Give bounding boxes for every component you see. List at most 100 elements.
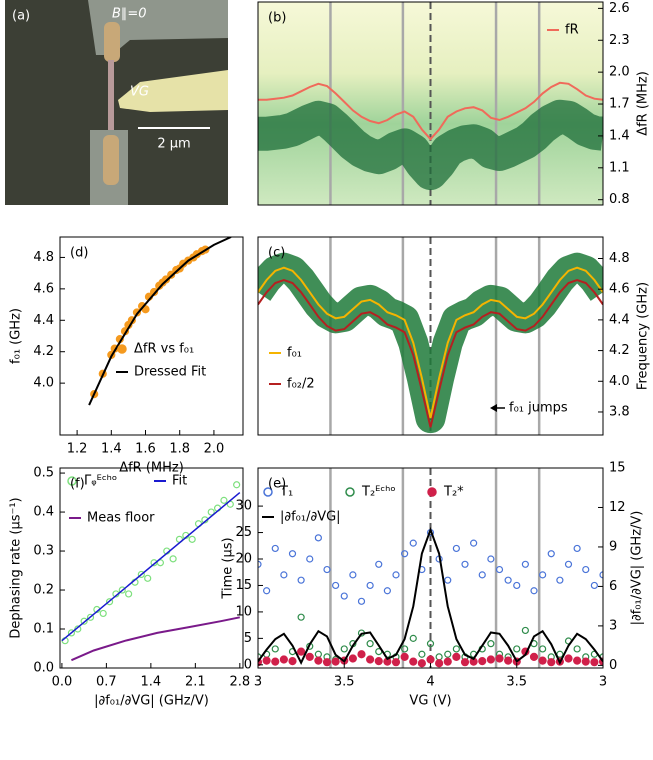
data-point bbox=[258, 560, 262, 568]
y-tick-label: 4.2 bbox=[609, 343, 630, 358]
data-point bbox=[547, 658, 556, 667]
data-point bbox=[564, 560, 573, 568]
plot-area bbox=[258, 237, 603, 435]
data-point bbox=[125, 590, 133, 598]
panel: fR 0.8 1.1 1.4 1.7 2.0 2.3 2.6 ΔfR (MHz) (b) bbox=[257, 1, 651, 207]
x-tick-label: 3.5 bbox=[506, 675, 527, 690]
data-point bbox=[564, 654, 573, 663]
y-tick-label: 20 bbox=[235, 552, 252, 567]
field-label: B∥=0 bbox=[112, 7, 147, 22]
plot-frame bbox=[59, 236, 244, 436]
y-tick-label: 4.4 bbox=[609, 312, 630, 327]
y-tick-label: 0.4 bbox=[33, 505, 54, 520]
plot-frame bbox=[257, 1, 604, 206]
data-point bbox=[443, 657, 452, 666]
data-point bbox=[383, 587, 391, 595]
y-tick-label: 0.8 bbox=[609, 192, 630, 207]
data-point bbox=[409, 657, 418, 666]
data-point bbox=[495, 565, 504, 574]
data-point bbox=[573, 645, 581, 653]
annotation: f₀₁ jumps bbox=[509, 401, 568, 416]
micrograph: (a) B∥=0 VG 2 μm bbox=[5, 0, 228, 205]
panel-label: (b) bbox=[268, 11, 286, 26]
y-tick-label: 4.0 bbox=[33, 376, 54, 391]
data-point bbox=[80, 617, 88, 625]
plot-area bbox=[88, 237, 232, 406]
data-point bbox=[486, 655, 495, 664]
y-axis-title: Time (μs) bbox=[221, 537, 236, 599]
y-tick-label: 1.7 bbox=[609, 97, 630, 112]
data-point bbox=[374, 657, 383, 666]
data-point bbox=[461, 560, 469, 568]
legend-label: Γᵩᴱᶜʰᵒ bbox=[84, 474, 117, 489]
data-point bbox=[391, 658, 401, 667]
legend-label: Fit bbox=[172, 474, 187, 489]
data-point bbox=[418, 650, 426, 658]
y-tick-label: 0.5 bbox=[33, 466, 54, 481]
data-point bbox=[487, 555, 495, 563]
data-point bbox=[161, 275, 171, 284]
side-gate bbox=[118, 70, 228, 112]
data-point bbox=[495, 654, 504, 663]
data-point bbox=[332, 581, 340, 590]
data-point bbox=[452, 652, 461, 661]
plot-frame bbox=[257, 236, 604, 436]
data-point bbox=[67, 629, 76, 637]
data-point bbox=[288, 657, 297, 666]
y-tick-label: 0.2 bbox=[33, 583, 54, 598]
data-point bbox=[279, 655, 288, 664]
data-point bbox=[366, 640, 374, 648]
y-tick-label: 3.8 bbox=[609, 404, 630, 419]
data-point bbox=[323, 565, 331, 574]
series-line bbox=[61, 492, 241, 642]
data-point bbox=[444, 576, 452, 584]
legend-label: f₀₂/2 bbox=[287, 377, 315, 392]
panel-label: (c) bbox=[268, 246, 285, 261]
data-point bbox=[504, 576, 512, 584]
data-point bbox=[340, 645, 348, 653]
x-tick-label: 0.7 bbox=[96, 675, 117, 690]
data-point bbox=[297, 647, 306, 656]
data-point bbox=[340, 592, 348, 600]
data-point bbox=[478, 657, 487, 666]
data-point bbox=[375, 560, 383, 568]
panel: T₁ T₂ᴱᶜʰᵒ T₂*|∂f₀₁/∂VG|0510152025300369121… bbox=[221, 461, 645, 709]
data-point bbox=[271, 657, 280, 666]
data-point bbox=[305, 652, 314, 661]
data-point bbox=[144, 574, 152, 582]
legend-label: T₂ᴱᶜʰᵒ bbox=[361, 485, 396, 500]
data-point bbox=[306, 555, 314, 563]
panel: f₀₁ f₀₂/2 3.8 4.0 4.2 4.4 4.6 4.8 Frequency (GHz… bbox=[257, 236, 651, 436]
data-point bbox=[137, 570, 145, 579]
bottom-contact bbox=[103, 135, 119, 185]
data-point bbox=[478, 571, 486, 579]
legend-swatch bbox=[345, 487, 355, 497]
top-contact bbox=[104, 22, 120, 62]
y2-tick-label: 9 bbox=[609, 539, 617, 554]
y-axis-title: ΔfR (MHz) bbox=[636, 71, 651, 136]
gate-label: VG bbox=[130, 85, 149, 100]
data-point bbox=[280, 571, 288, 579]
y2-tick-label: 3 bbox=[609, 618, 617, 633]
legend-label: f₀₁ bbox=[287, 346, 302, 361]
data-point bbox=[348, 654, 357, 663]
x-tick-label: 2.1 bbox=[185, 675, 206, 690]
data-point bbox=[513, 581, 521, 590]
data-point bbox=[426, 640, 435, 648]
data-point bbox=[357, 597, 366, 605]
plot-area bbox=[258, 2, 603, 205]
panel-label: (d) bbox=[70, 246, 88, 261]
data-point bbox=[460, 658, 470, 667]
y-tick-label: 2.0 bbox=[609, 65, 630, 80]
data-point bbox=[435, 659, 444, 668]
data-point bbox=[401, 645, 409, 653]
data-point bbox=[169, 555, 177, 563]
scale-label: 2 μm bbox=[157, 137, 190, 152]
x-tick-label: 1.4 bbox=[101, 442, 122, 457]
data-point bbox=[573, 656, 582, 665]
data-point bbox=[582, 565, 590, 574]
data-point bbox=[118, 586, 126, 594]
data-point bbox=[156, 559, 164, 567]
data-point bbox=[487, 640, 495, 648]
data-point bbox=[366, 581, 374, 590]
